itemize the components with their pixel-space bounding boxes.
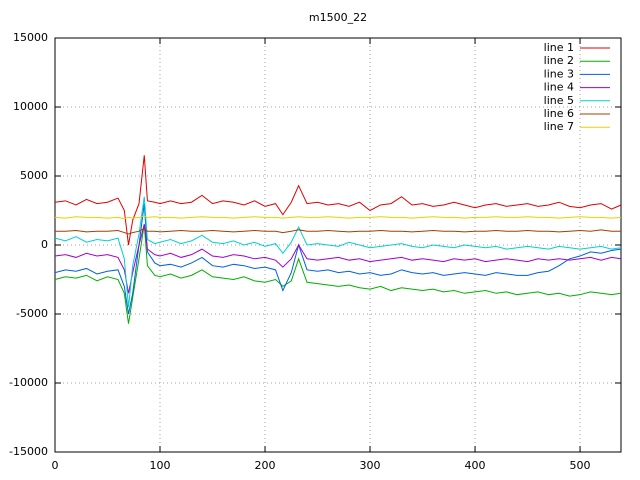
y-tick-label: 0 [41, 238, 48, 251]
plot-frame [54, 37, 622, 453]
series-line [54, 224, 622, 324]
series-line [54, 215, 622, 220]
series-line [54, 224, 622, 294]
series-line [55, 227, 621, 235]
series-line [54, 155, 622, 246]
x-tick-label: 400 [465, 459, 486, 472]
chart-title: m1500_22 [309, 11, 367, 24]
y-tick-label: 15000 [13, 31, 48, 44]
y-tick-label: -5000 [16, 307, 48, 320]
y-tick-label: -10000 [9, 376, 48, 389]
x-tick-label: 200 [255, 459, 276, 472]
y-tick-label: 10000 [13, 100, 48, 113]
series-line [54, 203, 622, 315]
legend-label: line 5 [544, 94, 574, 107]
x-tick-label: 100 [150, 459, 171, 472]
legend-label: line 7 [544, 120, 574, 133]
legend-label: line 3 [544, 67, 574, 80]
y-tick-label: -15000 [9, 445, 48, 458]
series-line [54, 196, 622, 308]
legend-label: line 6 [544, 107, 574, 120]
legend-label: line 2 [544, 54, 574, 67]
y-tick-label: 5000 [20, 169, 48, 182]
x-tick-label: 500 [570, 459, 591, 472]
legend-label: line 1 [544, 41, 574, 54]
x-tick-label: 300 [360, 459, 381, 472]
x-tick-label: 0 [52, 459, 59, 472]
legend-label: line 4 [544, 81, 574, 94]
